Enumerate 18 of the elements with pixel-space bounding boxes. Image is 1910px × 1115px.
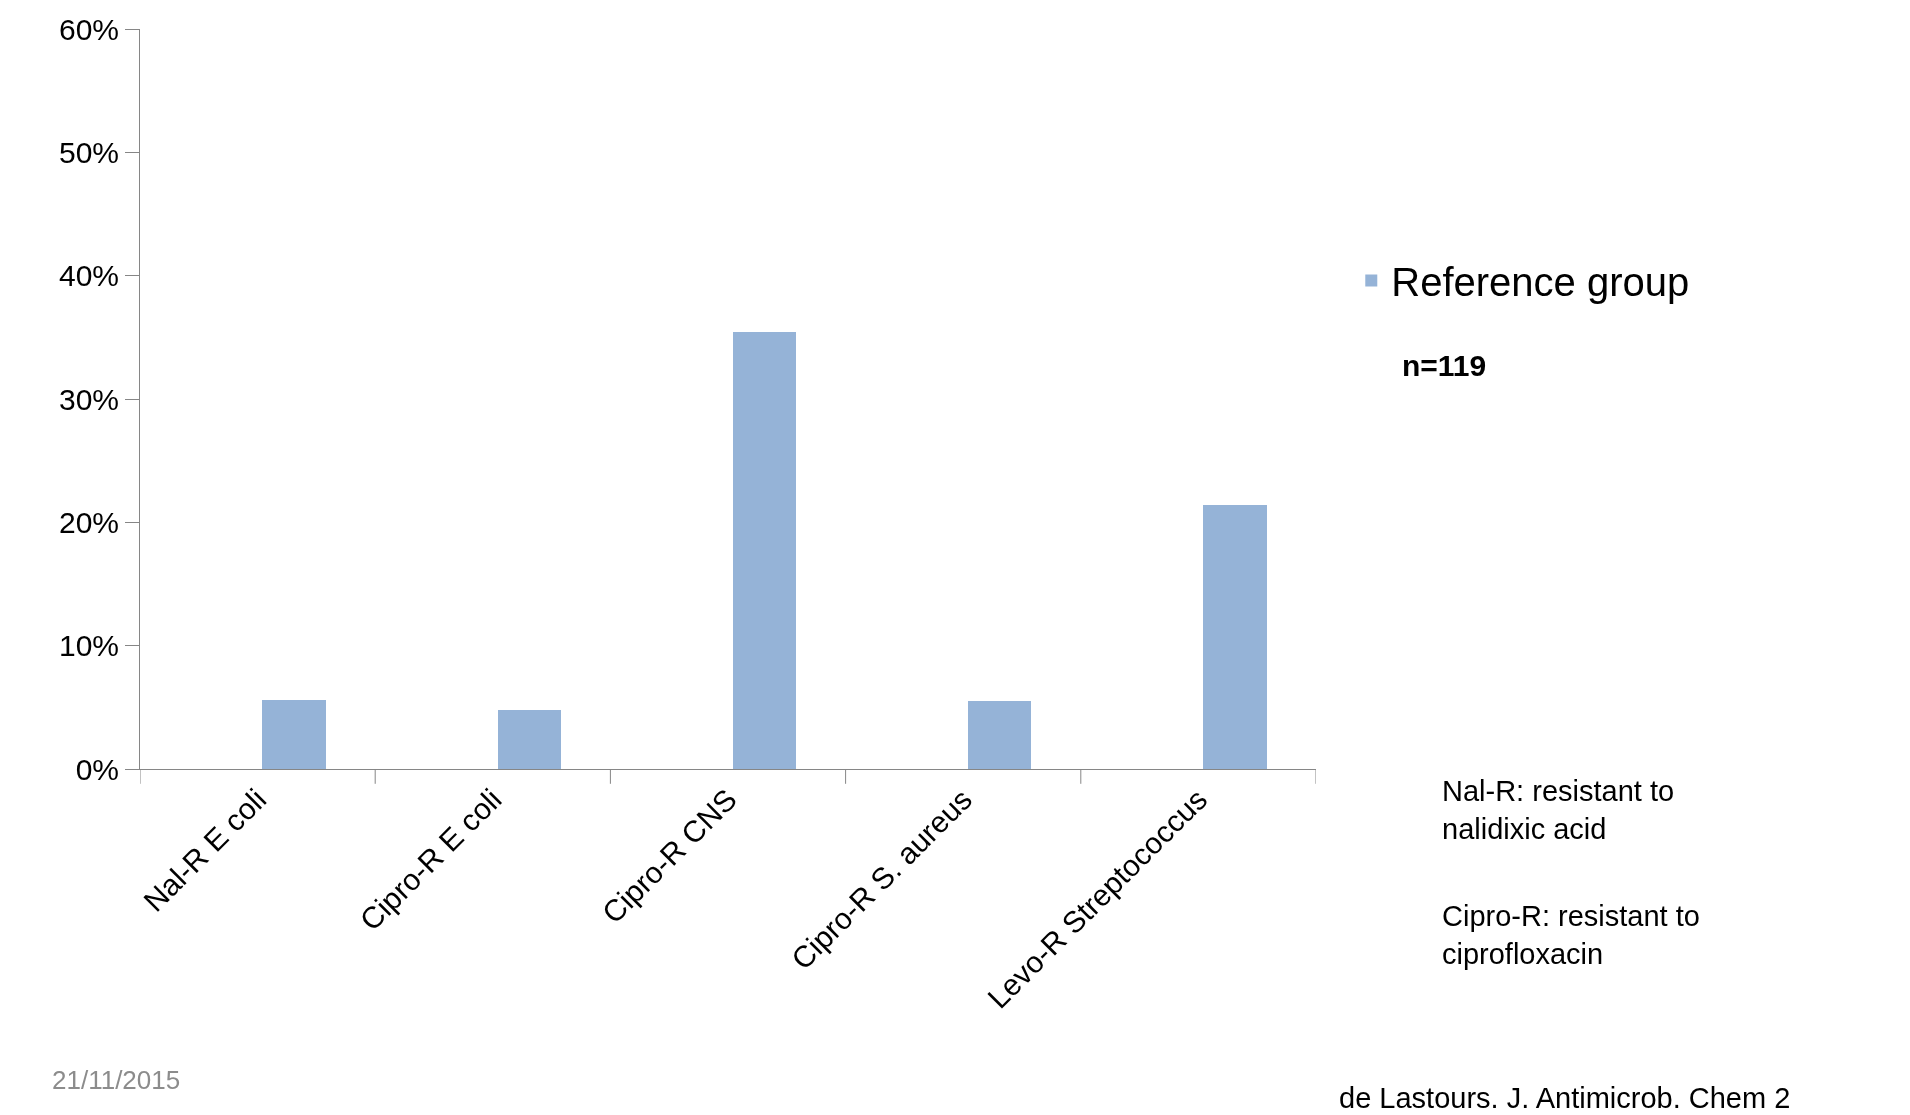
bar: [733, 332, 796, 769]
y-tick-label: 0%: [75, 752, 119, 786]
y-tick-label: 20%: [58, 505, 119, 539]
legend-label: Reference group: [1391, 260, 1690, 305]
bar: [262, 700, 326, 769]
text: 21/11/2015: [52, 1065, 181, 1095]
text: de Lastours. J. Antimicrob. Chem 2: [1339, 1082, 1791, 1114]
text: Cipro-R: resistant to ciprofloxacin: [1442, 900, 1700, 970]
bar: [968, 701, 1031, 769]
bar: [498, 710, 561, 769]
y-tick-label: 40%: [58, 259, 119, 293]
y-tick-label: 50%: [58, 135, 119, 169]
bar: [1203, 505, 1267, 769]
text: Nal-R: resistant to nalidixic acid: [1442, 775, 1675, 845]
y-tick-label: 60%: [58, 12, 119, 46]
y-tick-label: 10%: [58, 629, 119, 663]
y-tick-label: 30%: [58, 382, 119, 416]
text: n=119: [1402, 349, 1487, 382]
